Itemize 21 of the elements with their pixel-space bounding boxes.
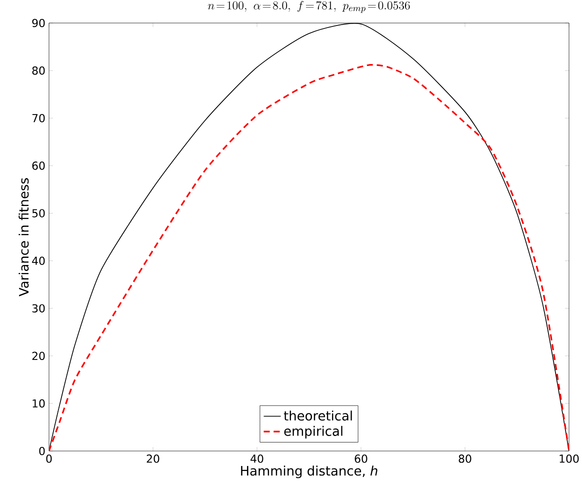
y-tick-label: 50 bbox=[32, 209, 45, 218]
legend-label: empirical bbox=[284, 426, 342, 438]
y-tick-label: 70 bbox=[32, 114, 45, 122]
y-tick-label: 60 bbox=[32, 162, 45, 170]
y-tick-label: 30 bbox=[32, 304, 45, 312]
y-tick-label: 40 bbox=[32, 256, 45, 265]
y-axis-title: Variance in fitness bbox=[18, 178, 29, 296]
x-tick-label: 20 bbox=[146, 454, 160, 463]
x-axis-title: Hamming distance, h bbox=[241, 466, 378, 478]
x-tick-label: 100 bbox=[560, 454, 579, 463]
y-tick-label: 10 bbox=[32, 399, 45, 408]
x-tick-label: 0 bbox=[46, 454, 52, 463]
y-tick-label: 90 bbox=[32, 18, 45, 28]
y-tick-label: 20 bbox=[32, 352, 45, 360]
y-tick-label: 80 bbox=[32, 66, 45, 75]
y-tick-label: 0 bbox=[39, 446, 45, 456]
x-tick-label: 40 bbox=[250, 454, 264, 463]
legend-label: theoretical bbox=[284, 410, 352, 421]
x-tick-label: 60 bbox=[354, 454, 368, 463]
chart-title: $n\!=\!100,\ \alpha\!=\!8.0,\ f\!=\!781,\ p_{emp}\!=\!0.0536$ bbox=[208, 0, 410, 13]
x-tick-label: 80 bbox=[458, 454, 472, 463]
